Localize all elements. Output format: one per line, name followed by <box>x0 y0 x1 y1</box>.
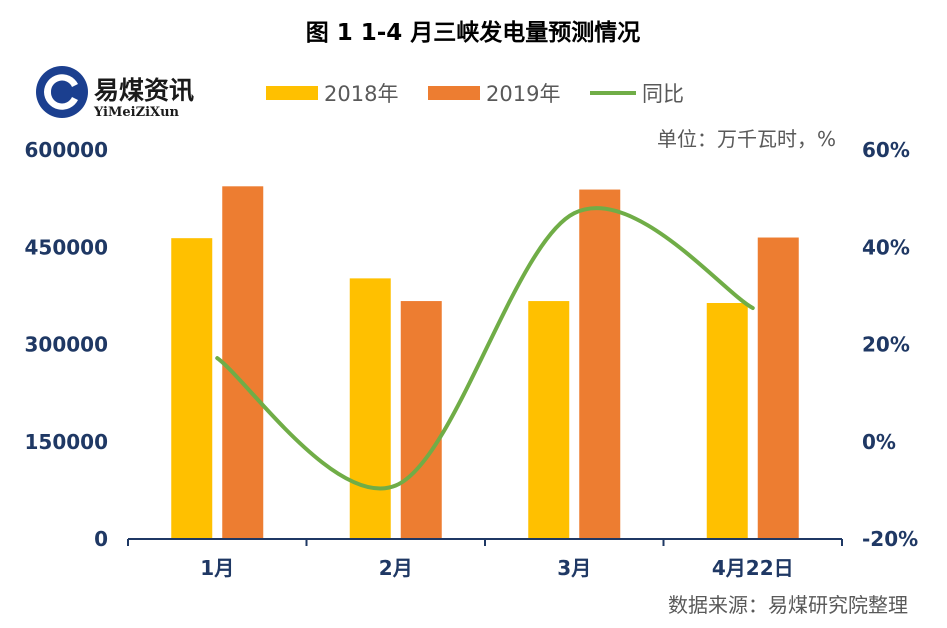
legend-swatch-2018 <box>266 86 318 100</box>
legend-label-2019: 2019年 <box>486 82 560 106</box>
logo-name-cn: 易煤资讯 <box>94 76 194 105</box>
legend-swatch-2019 <box>428 86 480 100</box>
left-tick-label: 300000 <box>25 333 109 357</box>
logo: 易煤资讯 YiMeiZiXun <box>36 66 194 120</box>
source-label: 数据来源：易煤研究院整理 <box>668 593 908 617</box>
left-tick-label: 0 <box>94 527 108 551</box>
x-axis: 1月 2月 3月 4月22日 <box>127 538 843 580</box>
logo-swoosh-icon <box>44 74 78 110</box>
legend-label-yoy: 同比 <box>642 82 684 106</box>
category-label: 1月 <box>200 556 234 580</box>
logo-globe-icon <box>36 66 88 118</box>
left-tick-label: 450000 <box>25 235 109 259</box>
category-label: 4月22日 <box>712 556 794 580</box>
left-tick-label: 600000 <box>25 138 109 162</box>
bar-2019 <box>757 237 799 539</box>
bar-2019 <box>222 186 264 539</box>
right-tick-label: 0% <box>862 430 896 454</box>
unit-label: 单位：万千瓦时，% <box>657 127 836 151</box>
right-tick-label: 20% <box>862 333 910 357</box>
yoy-line <box>215 206 755 491</box>
logo-name-en: YiMeiZiXun <box>93 105 180 120</box>
bar-2019 <box>400 301 442 539</box>
right-axis: -20% 0% 20% 40% 60% <box>862 138 918 551</box>
right-tick-label: -20% <box>862 527 918 551</box>
category-label: 3月 <box>557 556 591 580</box>
bar-2018 <box>706 303 748 539</box>
bar-2018 <box>528 301 570 539</box>
bar-2019 <box>579 189 621 539</box>
bar-series <box>171 186 799 539</box>
legend: 2018年 2019年 同比 <box>266 82 684 106</box>
category-label: 2月 <box>379 556 413 580</box>
right-tick-label: 40% <box>862 235 910 259</box>
right-tick-label: 60% <box>862 138 910 162</box>
line-series <box>215 206 755 491</box>
bar-2018 <box>349 278 391 539</box>
legend-label-2018: 2018年 <box>324 82 398 106</box>
left-tick-label: 150000 <box>25 430 109 454</box>
left-axis: 0 150000 300000 450000 600000 <box>25 138 109 551</box>
chart-title: 图 1 1-4 月三峡发电量预测情况 <box>306 19 641 46</box>
bar-2018 <box>171 238 213 539</box>
